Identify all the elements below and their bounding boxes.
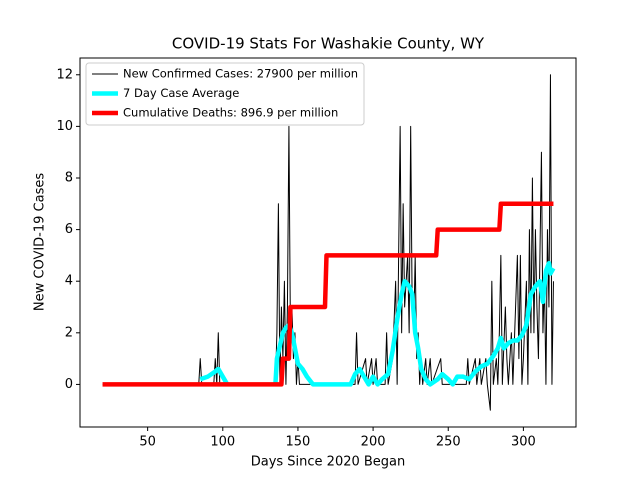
y-tick-label: 4 — [65, 274, 73, 289]
y-tick-label: 0 — [65, 377, 73, 392]
y-tick-label: 8 — [65, 170, 73, 185]
y-axis-label: New COVID-19 Cases — [33, 173, 48, 311]
axes-frame — [79, 57, 577, 428]
chart-title: COVID-19 Stats For Washakie County, WY — [172, 35, 485, 53]
x-tick-label: 250 — [436, 435, 461, 450]
plot-area — [102, 74, 556, 411]
x-tick-label: 50 — [139, 435, 156, 450]
y-tick-label: 10 — [56, 119, 73, 134]
legend-label: 7 Day Case Average — [123, 86, 239, 100]
legend-label: Cumulative Deaths: 896.9 per million — [123, 106, 338, 120]
legend-box — [85, 62, 365, 126]
legend: New Confirmed Cases: 27900 per million 7 … — [85, 62, 365, 126]
x-tick-label: 100 — [210, 435, 235, 450]
x-tick-label: 300 — [511, 435, 536, 450]
series-line — [102, 201, 554, 387]
x-tick-label: 200 — [361, 435, 386, 450]
y-tick-label: 2 — [65, 325, 73, 340]
y-tick-label: 12 — [56, 67, 73, 82]
x-tick-label: 150 — [286, 435, 311, 450]
x-axis-label: Days Since 2020 Began — [251, 455, 406, 470]
y-tick-label: 6 — [65, 222, 73, 237]
legend-label: New Confirmed Cases: 27900 per million — [123, 67, 358, 81]
series-line — [199, 260, 556, 387]
ticks: 50 100 150 200 250 300 0 2 4 6 8 10 12 — [56, 57, 577, 450]
